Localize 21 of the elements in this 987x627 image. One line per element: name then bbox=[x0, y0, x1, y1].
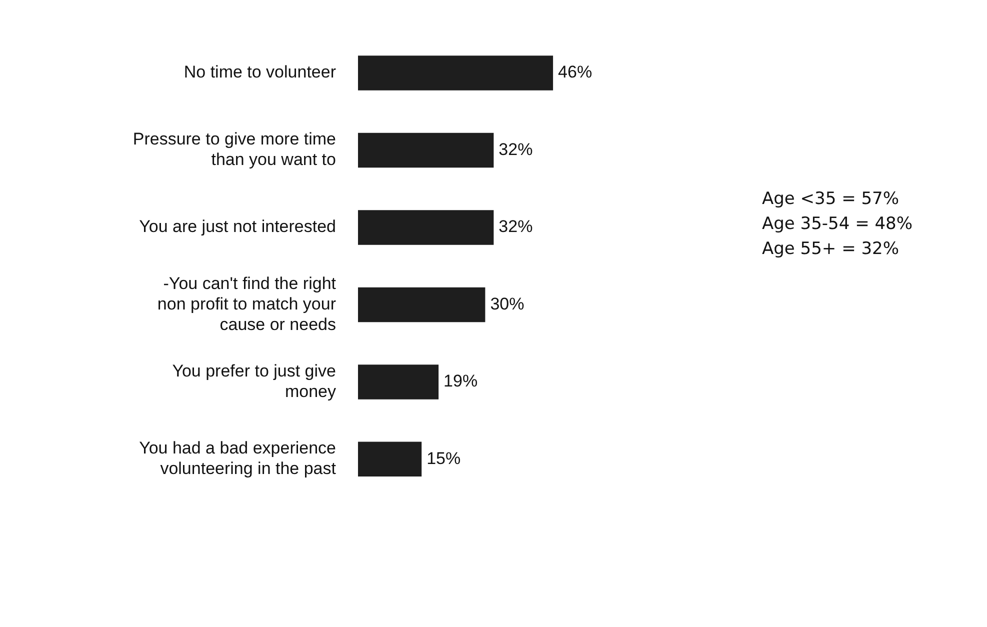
y-tick-label: You had a bad experience volunteering in the past bbox=[139, 438, 336, 478]
text: Age 35-54 = 48% bbox=[762, 213, 913, 236]
y-tick-label: Pressure to give more time than you want to bbox=[132, 130, 336, 170]
bar bbox=[358, 56, 554, 90]
y-tick-label: You prefer to just give money bbox=[172, 361, 336, 401]
text: Age 55+ = 32% bbox=[762, 238, 900, 261]
data-label: 19% bbox=[444, 372, 478, 391]
data-label: 46% bbox=[558, 62, 592, 82]
data-label: 15% bbox=[426, 448, 461, 468]
data-label: 30% bbox=[490, 294, 524, 314]
bar bbox=[358, 210, 494, 245]
bar bbox=[358, 287, 486, 322]
text: Age <35 = 57% bbox=[762, 188, 900, 211]
bar bbox=[358, 364, 439, 400]
data-label: 32% bbox=[498, 140, 533, 159]
bar bbox=[358, 442, 422, 477]
y-tick-label: You are just not interested bbox=[139, 217, 336, 236]
data-label: 32% bbox=[498, 217, 533, 236]
y-tick-label: -You can't find the right non profit to match your cause or needs bbox=[157, 274, 336, 334]
y-tick-label: No time to volunteer bbox=[184, 62, 336, 82]
bar bbox=[358, 132, 494, 168]
